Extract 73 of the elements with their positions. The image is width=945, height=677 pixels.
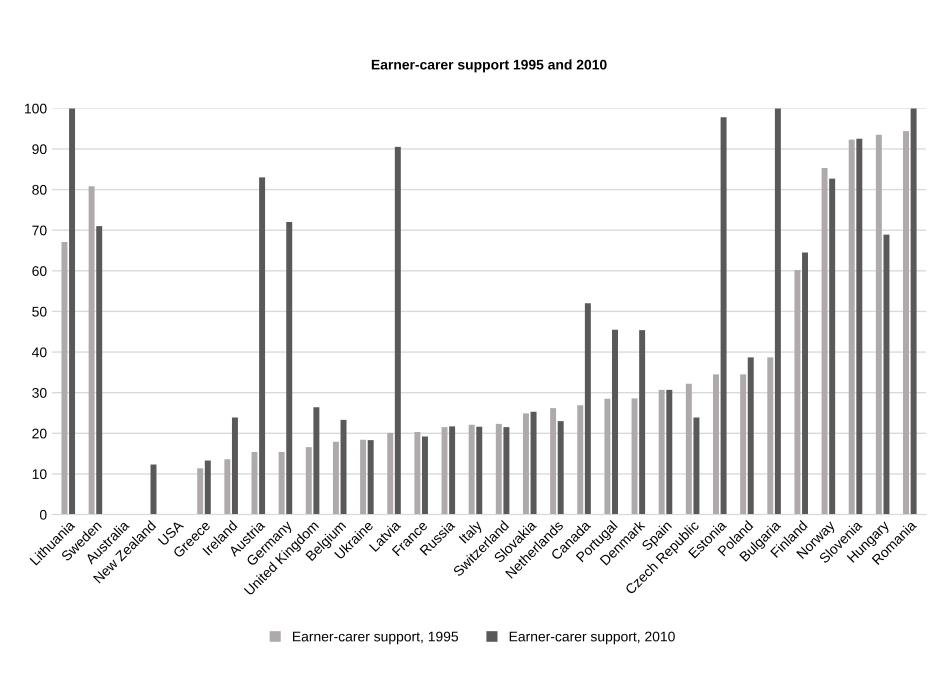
- bar: [876, 134, 882, 515]
- y-tick-label: 20: [32, 428, 47, 438]
- bar: [558, 421, 564, 515]
- bar: [88, 186, 95, 515]
- bar: [910, 108, 917, 515]
- bar: [204, 460, 211, 515]
- bar: [740, 374, 746, 515]
- bar: [604, 398, 610, 515]
- bar: [856, 138, 862, 515]
- bar: [306, 447, 312, 515]
- bar: [286, 222, 292, 515]
- legend-label: Earner-carer support, 2010: [510, 632, 675, 644]
- bar: [584, 303, 591, 515]
- bar: [822, 168, 828, 515]
- bar: [794, 270, 800, 515]
- bar: [686, 384, 692, 515]
- y-tick-label: 80: [32, 184, 47, 195]
- bar: [394, 146, 401, 515]
- bar: [422, 436, 428, 515]
- y-tick-label: 50: [32, 306, 47, 317]
- y-tick-label: 0: [40, 510, 47, 520]
- bar: [197, 468, 204, 515]
- bar: [442, 427, 448, 515]
- y-tick-label: 90: [32, 144, 47, 154]
- bar: [449, 426, 456, 515]
- bar: [577, 405, 584, 515]
- bar: [713, 374, 719, 515]
- bar: [468, 424, 475, 515]
- bar: [658, 390, 665, 515]
- bar: [259, 177, 266, 515]
- bar: [332, 442, 339, 515]
- bar: [61, 242, 68, 515]
- bar: [387, 432, 394, 515]
- legend-label: Earner-carer support, 1995: [293, 632, 458, 644]
- bar: [252, 452, 258, 515]
- y-tick-label: 70: [32, 226, 47, 236]
- y-tick-label: 30: [32, 388, 47, 398]
- bar: [340, 420, 347, 515]
- chart-title: Earner-carer support 1995 and 2010: [372, 59, 607, 72]
- bar: [883, 234, 890, 515]
- bar: [360, 440, 366, 515]
- bar: [313, 407, 320, 515]
- bar: [530, 412, 537, 515]
- bar: [829, 178, 836, 515]
- bar: [767, 357, 774, 515]
- bar: [848, 140, 855, 515]
- bar: [774, 108, 781, 515]
- bar: [69, 108, 76, 515]
- bar: [496, 424, 502, 515]
- bar: [639, 330, 646, 515]
- y-tick-label: 40: [32, 347, 47, 358]
- bar: [802, 252, 808, 515]
- bar: [903, 131, 909, 515]
- y-tick-label: 60: [32, 266, 47, 276]
- bar: [748, 357, 754, 515]
- bar: [666, 390, 672, 515]
- bar: [96, 226, 102, 515]
- bar: [503, 427, 510, 515]
- y-tick-label: 100: [25, 104, 47, 114]
- bar: [632, 398, 638, 515]
- bar: [522, 413, 529, 515]
- bar: [414, 432, 420, 515]
- bar: [693, 417, 700, 515]
- bar: [232, 417, 238, 515]
- bar: [150, 464, 156, 515]
- bar: [476, 426, 482, 515]
- bar: [278, 452, 285, 515]
- y-tick-label: 10: [32, 469, 47, 480]
- bar: [612, 330, 618, 515]
- bar: [720, 117, 727, 515]
- bar: [224, 459, 230, 515]
- bar: [368, 440, 374, 515]
- bar: [550, 408, 556, 515]
